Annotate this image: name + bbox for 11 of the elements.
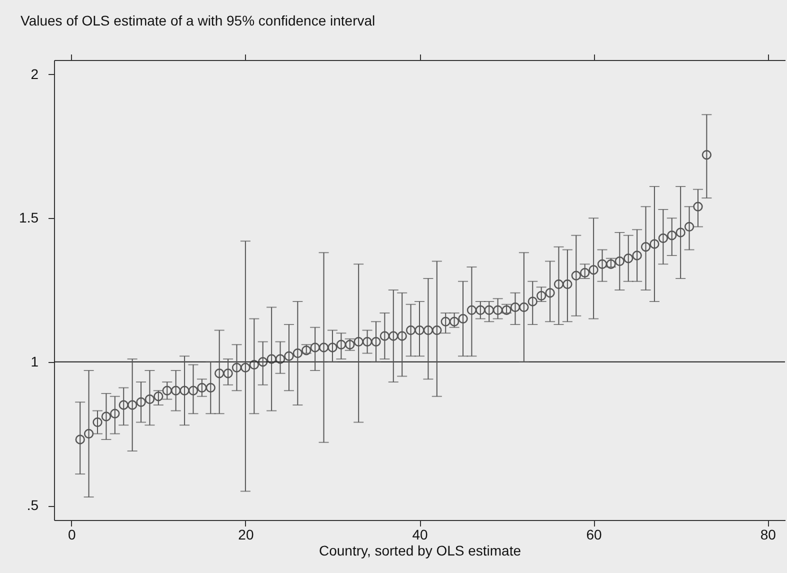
chart-title: Values of OLS estimate of a with 95% confidence interval [20,12,376,28]
x-tick-label: 20 [238,526,254,542]
x-tick-label: 80 [760,526,776,542]
y-tick-label: 1 [30,353,39,370]
x-tick-label: 40 [412,526,428,542]
y-tick-label: .5 [26,497,39,514]
x-axis-title: Country, sorted by OLS estimate [318,542,522,558]
y-tick-label: 1.5 [19,210,39,226]
x-tick-label: 60 [586,526,602,542]
x-tick-label: 0 [68,526,76,542]
y-tick-label: 2 [30,66,39,82]
